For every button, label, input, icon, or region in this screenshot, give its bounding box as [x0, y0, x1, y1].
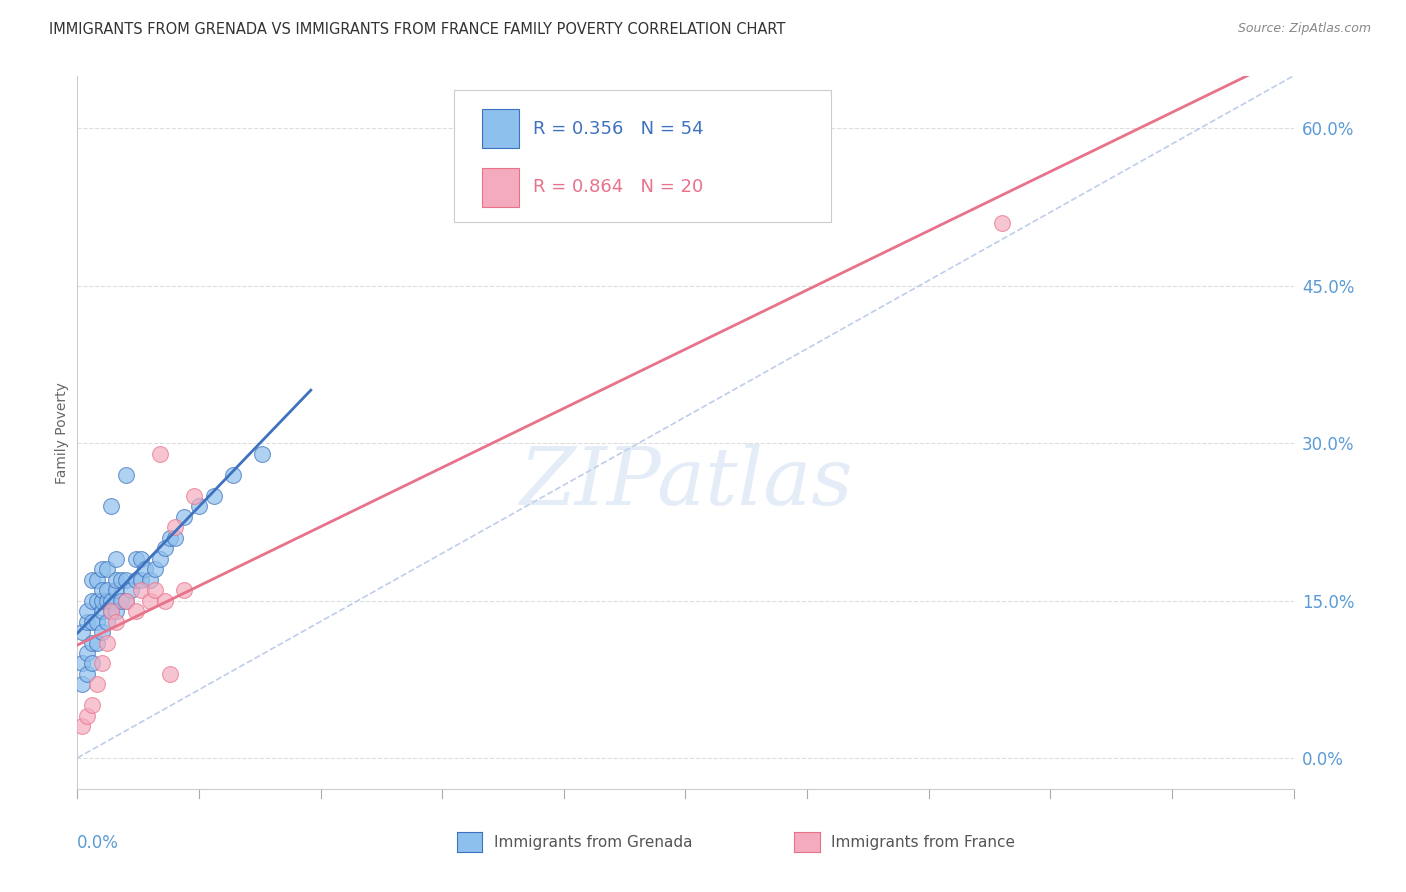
Point: [153, 593, 176, 607]
Point: [86, 677, 108, 691]
Text: Source: ZipAtlas.com: Source: ZipAtlas.com: [1237, 22, 1371, 36]
Point: [96, 615, 118, 629]
Point: [139, 573, 162, 587]
Point: [86, 635, 108, 649]
Point: [250, 447, 273, 461]
Point: [100, 593, 122, 607]
Point: [149, 551, 172, 566]
Point: [125, 551, 148, 566]
Point: [80, 593, 103, 607]
Text: R = 0.356   N = 54: R = 0.356 N = 54: [533, 120, 704, 137]
Point: [90, 562, 112, 576]
Point: [129, 551, 152, 566]
Text: Immigrants from France: Immigrants from France: [831, 835, 1015, 849]
Point: [96, 593, 118, 607]
Point: [76, 604, 98, 618]
Point: [80, 615, 103, 629]
Point: [70, 625, 93, 640]
Point: [990, 216, 1012, 230]
Text: IMMIGRANTS FROM GRENADA VS IMMIGRANTS FROM FRANCE FAMILY POVERTY CORRELATION CHA: IMMIGRANTS FROM GRENADA VS IMMIGRANTS FR…: [49, 22, 786, 37]
Point: [96, 635, 118, 649]
Point: [96, 562, 118, 576]
Bar: [482, 168, 519, 207]
Point: [86, 615, 108, 629]
Point: [115, 593, 138, 607]
Point: [120, 582, 142, 597]
Point: [173, 509, 195, 524]
Point: [90, 657, 112, 671]
Text: R = 0.864   N = 20: R = 0.864 N = 20: [533, 178, 703, 196]
Point: [80, 635, 103, 649]
Point: [110, 573, 132, 587]
Point: [70, 719, 93, 733]
Text: 0.0%: 0.0%: [77, 834, 120, 852]
Point: [90, 604, 112, 618]
Point: [202, 489, 225, 503]
Point: [159, 531, 181, 545]
Point: [163, 520, 186, 534]
Point: [115, 467, 138, 482]
Point: [222, 467, 245, 482]
Point: [105, 604, 128, 618]
Point: [100, 604, 122, 618]
Point: [80, 657, 103, 671]
Point: [159, 667, 181, 681]
Point: [105, 551, 128, 566]
Point: [70, 677, 93, 691]
Point: [100, 604, 122, 618]
Point: [115, 593, 138, 607]
Point: [115, 573, 138, 587]
Point: [96, 582, 118, 597]
Point: [80, 573, 103, 587]
Point: [105, 582, 128, 597]
FancyBboxPatch shape: [454, 90, 831, 222]
Bar: [482, 109, 519, 148]
Point: [100, 499, 122, 513]
Y-axis label: Family Poverty: Family Poverty: [55, 382, 69, 483]
Point: [183, 489, 205, 503]
Point: [90, 593, 112, 607]
Point: [163, 531, 186, 545]
Point: [110, 593, 132, 607]
Point: [143, 582, 166, 597]
Point: [173, 582, 195, 597]
Point: [125, 573, 148, 587]
Point: [70, 657, 93, 671]
Text: ZIPatlas: ZIPatlas: [519, 444, 852, 521]
Point: [129, 582, 152, 597]
Point: [76, 667, 98, 681]
Point: [90, 582, 112, 597]
Point: [76, 615, 98, 629]
Point: [125, 604, 148, 618]
Point: [129, 573, 152, 587]
Point: [188, 499, 211, 513]
Point: [105, 615, 128, 629]
Point: [86, 593, 108, 607]
Point: [105, 573, 128, 587]
Point: [153, 541, 176, 555]
Point: [76, 709, 98, 723]
Point: [90, 625, 112, 640]
Point: [86, 573, 108, 587]
Point: [80, 698, 103, 713]
Point: [139, 593, 162, 607]
Point: [149, 447, 172, 461]
Point: [134, 562, 156, 576]
Point: [76, 646, 98, 660]
Text: Immigrants from Grenada: Immigrants from Grenada: [494, 835, 692, 849]
Point: [143, 562, 166, 576]
